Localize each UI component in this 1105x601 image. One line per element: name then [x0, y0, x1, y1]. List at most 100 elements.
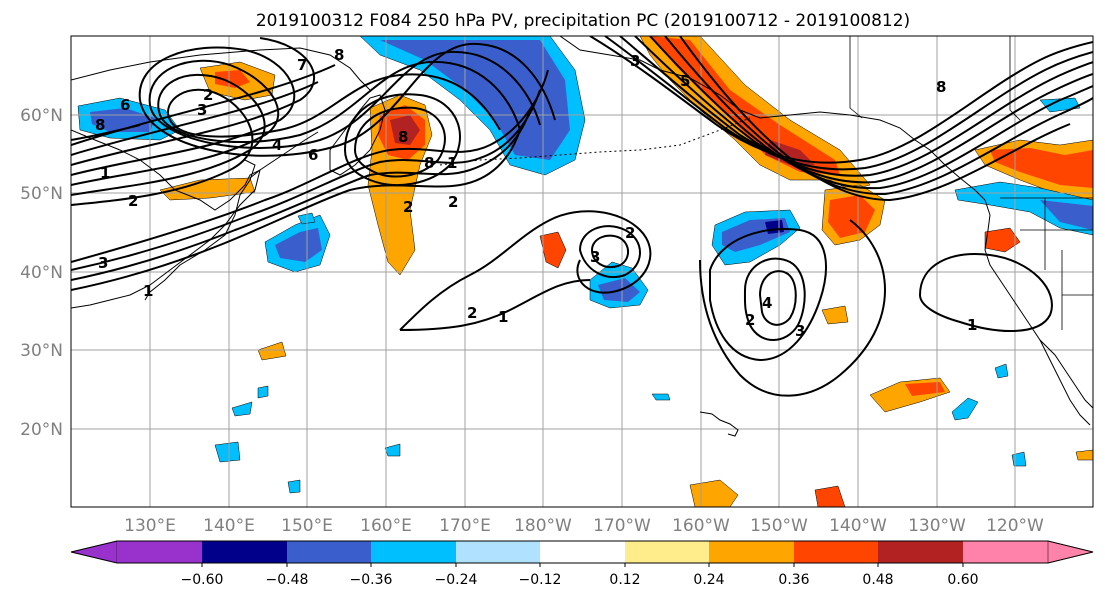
positive-anomaly-region — [1075, 449, 1093, 461]
longitude-label: 160°W — [672, 516, 730, 536]
pv-contour-line — [918, 253, 1053, 333]
contour-label: 2 — [128, 192, 138, 210]
graticule — [71, 36, 1093, 507]
positive-anomaly-region — [650, 36, 840, 175]
pv-contour-line — [619, 36, 1093, 177]
pv-contour-line — [634, 36, 1093, 184]
contour-label: 8 — [424, 154, 434, 172]
colorbar-tick-label: 0.12 — [609, 572, 640, 588]
contour-labels: 2 3 8 7 6 8 4 6 2 1 3 1 8 2 8 2 1 2 3 2 — [95, 46, 977, 340]
contour-label: 2 — [403, 198, 413, 216]
us-state-border — [1020, 198, 1093, 330]
pv-contour-line — [399, 279, 591, 331]
colorbar-tick-label: 0.48 — [862, 572, 893, 588]
contour-label: 1 — [100, 164, 110, 182]
colorbar-tick-label: 0.36 — [778, 572, 809, 588]
pv-contour-line — [699, 219, 887, 397]
pv-contour-line — [71, 37, 319, 166]
contour-label: 2 — [203, 86, 213, 104]
contour-label: 6 — [308, 146, 318, 164]
contour-label: 1 — [447, 154, 457, 172]
colorbar-min-arrow — [70, 540, 118, 564]
contour-label: 2 — [745, 311, 755, 329]
contour-label: 7 — [297, 56, 307, 74]
colorbar-labels: −0.60 −0.48 −0.36 −0.24 −0.12 0.12 0.24 … — [181, 572, 979, 588]
contour-label: 3 — [98, 254, 108, 272]
positive-anomaly-region — [257, 341, 287, 361]
positive-anomaly-region — [159, 177, 256, 201]
latitude-label: 30°N — [20, 341, 63, 361]
pv-contour-line — [649, 36, 1093, 190]
contour-label: 2 — [467, 304, 477, 322]
positive-anomaly-region — [984, 227, 1021, 253]
negative-anomaly-region — [214, 441, 241, 463]
colorbar-bin — [963, 541, 1048, 563]
colorbar: −0.60 −0.48 −0.36 −0.24 −0.12 0.12 0.24 … — [70, 540, 1094, 588]
contour-label: 6 — [120, 96, 130, 114]
contour-label: 3 — [197, 101, 207, 119]
figure-title: 2019100312 F084 250 hPa PV, precipitatio… — [256, 11, 910, 31]
colorbar-tick-label: −0.12 — [519, 572, 562, 588]
colorbar-bin — [625, 541, 709, 563]
pv-contour-line — [604, 36, 1093, 171]
pv-contour-line — [71, 73, 501, 206]
alaska-canada-border — [849, 36, 863, 119]
positive-anomaly-region — [828, 195, 875, 238]
contour-label: 1 — [967, 316, 977, 334]
longitude-label: 140°W — [829, 516, 887, 536]
contour-label: 2 — [625, 224, 635, 242]
latitude-label: 50°N — [20, 184, 63, 204]
negative-anomaly-region — [994, 363, 1009, 379]
colorbar-tick-label: −0.36 — [350, 572, 393, 588]
north-america-coastline — [984, 199, 1093, 409]
contour-label: 8 — [334, 46, 344, 64]
contour-label: 5 — [680, 72, 690, 90]
colorbar-tick-label: 0.60 — [947, 572, 978, 588]
pv-contour-line — [71, 89, 541, 271]
pv-contour-line — [590, 234, 629, 268]
negative-anomaly-region — [231, 401, 253, 417]
longitude-label: 180°W — [514, 516, 572, 536]
colorbar-bin — [878, 541, 963, 563]
positive-anomaly-region — [905, 382, 945, 396]
negative-anomaly-region — [380, 40, 570, 160]
baja-coastline — [1039, 339, 1091, 426]
pv-contours — [71, 36, 1093, 397]
contour-label: 3 — [795, 322, 805, 340]
borders — [849, 36, 1093, 330]
map-frame — [70, 35, 1094, 508]
positive-anomaly-region — [215, 70, 250, 88]
colorbar-bin — [202, 541, 287, 563]
pv-contour-line — [71, 109, 531, 281]
positive-anomaly-region — [814, 485, 846, 507]
longitude-label: 160°E — [360, 516, 412, 536]
colorbar-bin — [456, 541, 540, 563]
contour-label: 4 — [272, 136, 282, 154]
positive-anomaly-region — [689, 479, 739, 507]
contour-label: 4 — [762, 294, 772, 312]
longitude-label: 170°E — [439, 516, 491, 536]
contour-label: 3 — [590, 248, 600, 266]
colorbar-bin — [709, 541, 794, 563]
contour-label: 1 — [498, 308, 508, 326]
hawaii-coastline — [699, 411, 739, 437]
pv-contour-line — [71, 42, 556, 176]
alaska-coastline — [559, 36, 986, 201]
contour-label: 8 — [398, 128, 408, 146]
colorbar-bin — [540, 541, 625, 563]
pv-contour-line — [71, 69, 549, 263]
negative-anomaly-region — [651, 393, 671, 401]
contour-label: 2 — [448, 193, 458, 211]
negative-anomaly-region — [951, 397, 979, 421]
contour-label: 8 — [95, 116, 105, 134]
colorbar-tick-label: −0.48 — [266, 572, 309, 588]
colorbar-tick-label: −0.60 — [181, 572, 224, 588]
negative-anomaly-region — [257, 385, 269, 399]
canada-province-border — [1009, 36, 1021, 121]
longitude-label: 170°W — [593, 516, 651, 536]
positive-anomaly-region — [390, 115, 420, 145]
colorbar-outline — [70, 540, 1094, 564]
positive-anomaly-region — [765, 140, 815, 165]
pv-contour-line — [578, 225, 641, 278]
pv-contour-line — [589, 36, 1093, 164]
